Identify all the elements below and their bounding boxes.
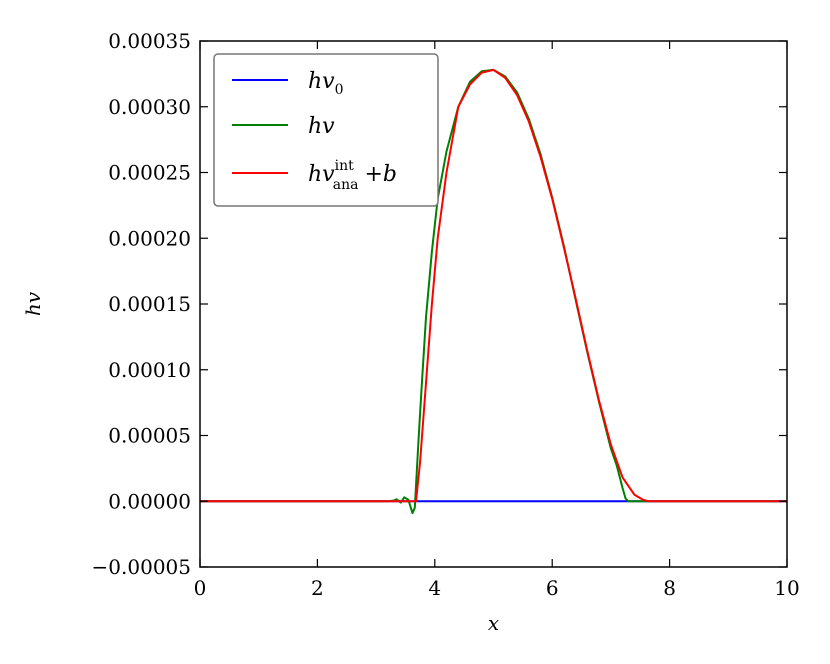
x-tick-label: 2 xyxy=(311,576,324,600)
ticks-layer: 0 2 4 6 8 10 −0.00005 0.00000 0.00005 0.00010 0.00… xyxy=(92,29,800,600)
series-layer xyxy=(200,68,787,515)
x-tick-label: 4 xyxy=(428,576,441,600)
x-axis-label: x xyxy=(488,611,499,635)
y-tick-label: 0.00035 xyxy=(108,29,191,53)
y-tick-label: 0.00030 xyxy=(108,95,191,119)
y-tick-label: −0.00005 xyxy=(92,555,191,579)
x-tick-label: 6 xyxy=(546,576,559,600)
y-tick-label: 0.00020 xyxy=(108,226,191,250)
series-line-1 xyxy=(200,68,787,515)
series-line-2 xyxy=(200,68,787,503)
x-tick-label: 0 xyxy=(194,576,207,600)
x-tick-label: 8 xyxy=(663,576,676,600)
y-tick-label: 0.00000 xyxy=(108,489,191,513)
y-axis-label: hv xyxy=(21,291,45,316)
legend-label-0: hv0 xyxy=(308,69,344,98)
y-tick-label: 0.00005 xyxy=(108,424,191,448)
x-tick-label: 10 xyxy=(774,576,799,600)
legend-box xyxy=(213,53,439,207)
legend: hv0 hv hvint ana +b xyxy=(213,53,439,207)
y-tick-label: 0.00025 xyxy=(108,161,191,185)
legend-label-2: hvint ana +b xyxy=(308,158,397,193)
y-tick-label: 0.00015 xyxy=(108,292,191,316)
y-tick-label: 0.00010 xyxy=(108,358,191,382)
legend-label-1: hv xyxy=(308,114,335,139)
